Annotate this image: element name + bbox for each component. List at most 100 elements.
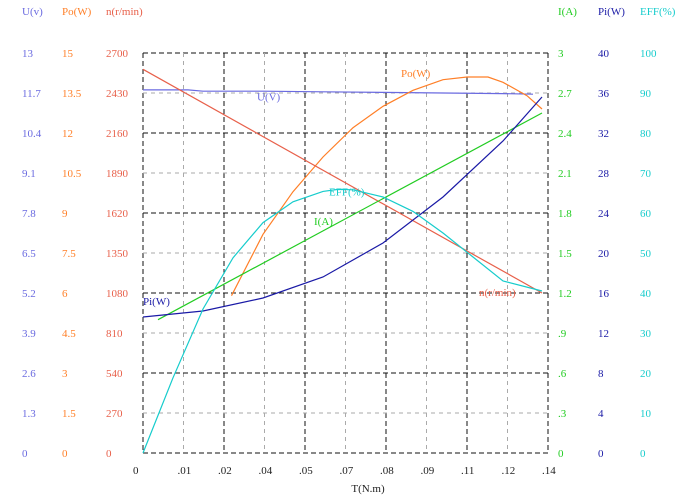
- tick-label-U: 1.3: [22, 408, 36, 420]
- x-tick-label: .04: [259, 465, 273, 477]
- x-tick-label: .01: [178, 465, 192, 477]
- tick-label-n: 270: [106, 408, 123, 420]
- tick-label-I: 2.4: [558, 128, 572, 140]
- tick-label-U: 6.5: [22, 248, 36, 260]
- tick-label-n: 1890: [106, 168, 129, 180]
- tick-label-EFF: 20: [640, 368, 652, 380]
- x-tick-label: .11: [461, 465, 474, 477]
- tick-label-n: 1080: [106, 288, 129, 300]
- tick-label-I: .3: [558, 408, 567, 420]
- tick-label-Pi: 36: [598, 88, 610, 100]
- x-tick-label: .08: [380, 465, 394, 477]
- tick-label-EFF: 80: [640, 128, 652, 140]
- tick-label-Po: 6: [62, 288, 68, 300]
- tick-label-U: 11.7: [22, 88, 41, 100]
- axis-title-EFF: EFF(%): [640, 6, 676, 18]
- tick-label-U: 9.1: [22, 168, 36, 180]
- tick-label-I: 1.2: [558, 288, 572, 300]
- series-line-EFF: [142, 188, 543, 454]
- tick-label-U: 13: [22, 48, 34, 60]
- tick-label-Pi: 40: [598, 48, 610, 60]
- tick-label-Pi: 20: [598, 248, 610, 260]
- tick-label-I: 3: [558, 48, 564, 60]
- x-tick-label: .12: [502, 465, 516, 477]
- axis-title-Pi: Pi(W): [598, 6, 625, 18]
- tick-label-I: 1.8: [558, 208, 572, 220]
- tick-label-Pi: 4: [598, 408, 604, 420]
- tick-label-U: 0: [22, 448, 28, 460]
- tick-label-EFF: 10: [640, 408, 652, 420]
- tick-label-Po: 9: [62, 208, 68, 220]
- tick-label-Po: 0: [62, 448, 68, 460]
- series-label-Pi: Pi(W): [143, 296, 170, 308]
- series-line-I: [157, 112, 543, 321]
- tick-label-EFF: 90: [640, 88, 652, 100]
- tick-label-U: 2.6: [22, 368, 36, 380]
- tick-label-Pi: 28: [598, 168, 610, 180]
- tick-label-I: 2.7: [558, 88, 572, 100]
- tick-label-EFF: 40: [640, 288, 652, 300]
- tick-label-Pi: 24: [598, 208, 610, 220]
- series-line-n: [142, 68, 543, 294]
- x-axis-label: T(N.m): [351, 483, 385, 495]
- x-tick-label: .02: [218, 465, 232, 477]
- axis-title-I: I(A): [558, 6, 577, 18]
- tick-label-Pi: 16: [598, 288, 610, 300]
- tick-label-U: 3.9: [22, 328, 36, 340]
- tick-label-U: 7.8: [22, 208, 36, 220]
- tick-label-Pi: 12: [598, 328, 609, 340]
- x-tick-label: .07: [340, 465, 354, 477]
- tick-label-I: 0: [558, 448, 564, 460]
- tick-label-Po: 10.5: [62, 168, 82, 180]
- tick-label-n: 1620: [106, 208, 129, 220]
- x-tick-label: .09: [421, 465, 435, 477]
- series-label-Po: Po(W): [401, 68, 431, 80]
- tick-label-n: 1350: [106, 248, 129, 260]
- tick-label-Po: 3: [62, 368, 68, 380]
- tick-label-Po: 1.5: [62, 408, 76, 420]
- tick-label-n: 2700: [106, 48, 129, 60]
- series-layer: [142, 68, 543, 454]
- axes: U(v)01.32.63.95.26.57.89.110.411.713Po(W…: [22, 6, 676, 477]
- series-label-EFF: EFF(%): [329, 186, 365, 198]
- series-label-I: I(A): [314, 216, 333, 228]
- tick-label-U: 5.2: [22, 288, 36, 300]
- tick-label-Pi: 8: [598, 368, 604, 380]
- x-tick-label: 0: [133, 465, 139, 477]
- tick-label-Po: 4.5: [62, 328, 76, 340]
- tick-label-Pi: 0: [598, 448, 604, 460]
- axis-title-U: U(v): [22, 6, 43, 18]
- tick-label-n: 2430: [106, 88, 129, 100]
- tick-label-EFF: 50: [640, 248, 652, 260]
- series-line-U: [143, 89, 534, 95]
- series-label-n: n(r/min): [479, 287, 516, 299]
- tick-label-EFF: 100: [640, 48, 657, 60]
- tick-label-U: 10.4: [22, 128, 42, 140]
- tick-label-Pi: 32: [598, 128, 609, 140]
- axis-title-n: n(r/min): [106, 6, 143, 18]
- x-tick-label: .14: [542, 465, 556, 477]
- tick-label-EFF: 70: [640, 168, 652, 180]
- tick-label-n: 810: [106, 328, 123, 340]
- tick-label-I: 2.1: [558, 168, 572, 180]
- tick-label-EFF: 30: [640, 328, 652, 340]
- tick-label-Po: 13.5: [62, 88, 82, 100]
- tick-label-Po: 7.5: [62, 248, 76, 260]
- tick-label-n: 540: [106, 368, 123, 380]
- tick-label-EFF: 0: [640, 448, 646, 460]
- tick-label-I: .9: [558, 328, 567, 340]
- tick-label-Po: 12: [62, 128, 73, 140]
- tick-label-n: 0: [106, 448, 112, 460]
- tick-label-EFF: 60: [640, 208, 652, 220]
- series-labels: U(V) Po(W) n(r/min) I(A) Pi(W) EFF(%): [143, 68, 516, 308]
- grid: [142, 52, 549, 454]
- series-line-Pi: [142, 96, 543, 318]
- tick-label-I: .6: [558, 368, 567, 380]
- x-tick-label: .05: [299, 465, 313, 477]
- tick-label-Po: 15: [62, 48, 74, 60]
- tick-label-I: 1.5: [558, 248, 572, 260]
- tick-label-n: 2160: [106, 128, 129, 140]
- series-label-U: U(V): [257, 92, 281, 104]
- axis-title-Po: Po(W): [62, 6, 92, 18]
